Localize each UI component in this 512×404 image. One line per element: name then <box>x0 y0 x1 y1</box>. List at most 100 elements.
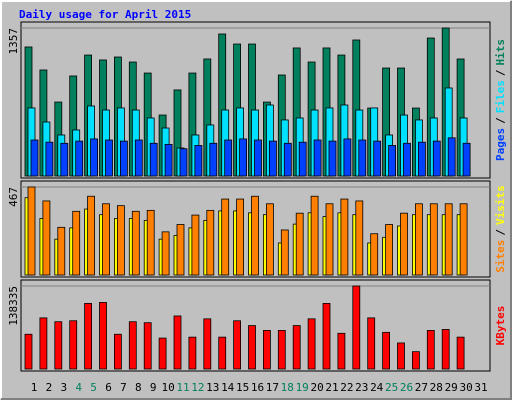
bar <box>134 139 143 177</box>
bar <box>370 233 379 276</box>
bar <box>69 320 78 370</box>
bar <box>462 142 471 177</box>
bar <box>173 315 182 370</box>
bar <box>114 333 122 370</box>
bar <box>322 303 331 370</box>
x-tick-label: 10 <box>161 381 174 394</box>
x-tick-label: 11 <box>176 381 189 394</box>
x-tick-label: 14 <box>221 381 235 394</box>
bar <box>388 145 397 177</box>
x-tick-label: 30 <box>459 381 472 394</box>
bar <box>340 198 349 276</box>
bar <box>292 325 301 370</box>
bar <box>39 317 48 370</box>
legend: Pages / Files / Hits <box>494 39 507 161</box>
bar <box>99 302 107 370</box>
bar <box>414 203 423 276</box>
bar <box>307 318 316 370</box>
bar <box>385 224 394 276</box>
bar <box>355 200 364 276</box>
x-tick-label: 1 <box>31 381 38 394</box>
x-tick-label: 22 <box>340 381 353 394</box>
x-tick-label: 2 <box>46 381 53 394</box>
x-tick-label: 8 <box>135 381 142 394</box>
bar <box>84 303 92 370</box>
bar <box>218 336 227 370</box>
bar <box>411 351 420 370</box>
bar <box>447 137 456 177</box>
x-tick-label: 27 <box>415 381 428 394</box>
bar <box>403 142 411 177</box>
bar <box>75 140 84 177</box>
bar <box>459 203 468 276</box>
bar <box>120 140 128 177</box>
bar <box>179 148 188 177</box>
bar <box>444 203 453 276</box>
bar <box>254 139 262 177</box>
x-tick-label: 5 <box>90 381 97 394</box>
bar <box>60 142 69 177</box>
x-tick-label: 6 <box>105 381 112 394</box>
bar <box>456 336 465 370</box>
bar <box>358 139 367 177</box>
bar <box>298 141 307 177</box>
bar <box>268 140 277 177</box>
x-tick-label: 31 <box>474 381 487 394</box>
bar <box>426 330 435 370</box>
bar <box>24 333 33 370</box>
x-tick-label: 29 <box>445 381 458 394</box>
bar <box>203 318 212 370</box>
bar <box>146 209 155 276</box>
bar <box>131 210 140 276</box>
bar <box>239 138 248 177</box>
bar <box>265 203 274 276</box>
x-tick-label: 13 <box>206 381 219 394</box>
legend-entry: Pages <box>494 128 507 161</box>
bar <box>105 139 113 177</box>
bar <box>236 198 245 276</box>
bar <box>72 210 81 276</box>
legend-entry: Sites <box>494 240 507 273</box>
bar <box>102 203 110 276</box>
bar <box>441 329 450 370</box>
bar <box>233 320 242 370</box>
legend-entry: KBytes <box>494 306 507 346</box>
y-tick-label: 1357 <box>7 28 20 55</box>
bar <box>352 285 361 370</box>
bar <box>221 198 230 276</box>
x-tick-label: 25 <box>385 381 398 394</box>
bar <box>432 140 441 177</box>
bar <box>57 226 66 276</box>
x-tick-label: 26 <box>400 381 413 394</box>
x-tick-label: 19 <box>296 381 309 394</box>
x-tick-label: 4 <box>75 381 82 394</box>
legend-entry: Files <box>494 80 507 113</box>
bar <box>117 205 125 276</box>
bar <box>90 138 98 177</box>
bar <box>280 229 289 276</box>
bar <box>313 139 322 177</box>
bar <box>429 203 438 276</box>
x-tick-label: 12 <box>191 381 204 394</box>
x-tick-label: 7 <box>120 381 127 394</box>
legend-separator: / <box>494 69 507 76</box>
bar <box>277 330 286 370</box>
bar <box>188 336 197 370</box>
bar <box>191 214 200 276</box>
legend-entry: Visits <box>494 185 507 225</box>
bar <box>328 140 337 177</box>
bar <box>382 331 391 370</box>
chart-title: Daily usage for April 2015 <box>19 8 191 21</box>
bar <box>417 141 426 177</box>
bar <box>149 142 158 177</box>
bar <box>42 200 51 276</box>
bar <box>176 224 185 276</box>
legend-separator: / <box>494 229 507 236</box>
bar <box>295 212 304 276</box>
x-tick-label: 28 <box>430 381 443 394</box>
bar <box>310 195 319 276</box>
y-tick-label: 138335 <box>7 286 20 326</box>
